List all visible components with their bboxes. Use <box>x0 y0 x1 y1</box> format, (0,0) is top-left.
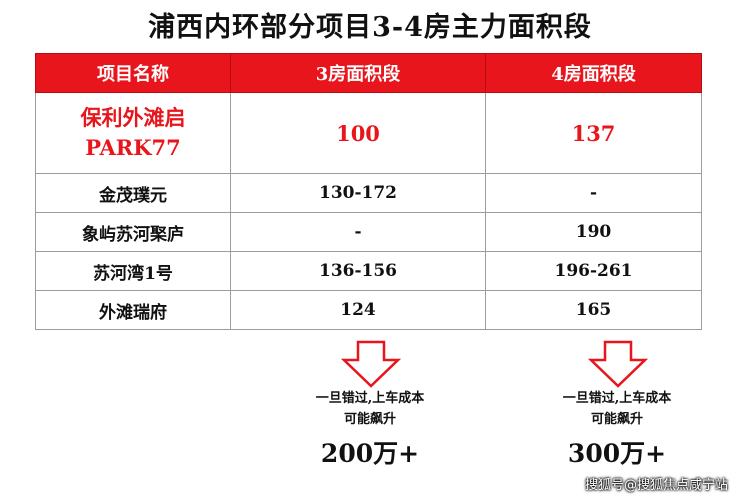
highlight-project-name: 保利外滩启 PARK77 <box>35 92 231 174</box>
table-row: 苏河湾1号 136-156 196-261 <box>35 251 702 291</box>
highlight-name-line1: 保利外滩启 <box>80 105 186 130</box>
callout-amount: 200万+ <box>320 439 420 468</box>
callout-line2: 可能飙升 <box>590 412 643 427</box>
table-row: 外滩瑞府 124 165 <box>35 290 702 330</box>
four-room-cell: 196-261 <box>485 251 702 291</box>
table-header-row: 项目名称 3房面积段 4房面积段 <box>35 53 702 93</box>
callout-line1: 一旦错过,上车成本 <box>562 391 672 406</box>
four-room-cell: 190 <box>485 212 702 252</box>
three-room-cell: 124 <box>230 290 486 330</box>
table-row-highlight: 保利外滩启 PARK77 100 137 <box>35 92 702 174</box>
four-room-cell: - <box>485 173 702 213</box>
callout-four-room: 一旦错过,上车成本 可能飙升 300万+ <box>537 388 697 474</box>
highlight-three-room: 100 <box>230 92 486 174</box>
project-name-cell: 象屿苏河棸庐 <box>35 212 231 252</box>
highlight-four-room: 137 <box>485 92 702 174</box>
three-room-cell: 136-156 <box>230 251 486 291</box>
callout-amount: 300万+ <box>567 439 667 468</box>
callout-three-room: 一旦错过,上车成本 可能飙升 200万+ <box>290 388 450 474</box>
callout-line2: 可能飙升 <box>343 412 396 427</box>
three-room-cell: - <box>230 212 486 252</box>
header-project-name: 项目名称 <box>35 53 231 93</box>
header-four-room: 4房面积段 <box>485 53 702 93</box>
project-name-cell: 苏河湾1号 <box>35 251 231 291</box>
highlight-name-line2: PARK77 <box>85 135 181 160</box>
header-three-room: 3房面积段 <box>230 53 486 93</box>
down-arrow-icon <box>588 340 648 388</box>
watermark: 搜狐号@搜狐焦点咸宁站 <box>584 478 728 493</box>
page-title: 浦西内环部分项目3-4房主力面积段 <box>148 12 592 43</box>
down-arrow-icon <box>341 340 401 388</box>
four-room-cell: 165 <box>485 290 702 330</box>
three-room-cell: 130-172 <box>230 173 486 213</box>
area-table: 项目名称 3房面积段 4房面积段 保利外滩启 PARK77 100 137 金茂… <box>35 53 702 330</box>
table-row: 象屿苏河棸庐 - 190 <box>35 212 702 252</box>
project-name-cell: 外滩瑞府 <box>35 290 231 330</box>
callout-line1: 一旦错过,上车成本 <box>315 391 425 406</box>
table-row: 金茂璞元 130-172 - <box>35 173 702 213</box>
project-name-cell: 金茂璞元 <box>35 173 231 213</box>
